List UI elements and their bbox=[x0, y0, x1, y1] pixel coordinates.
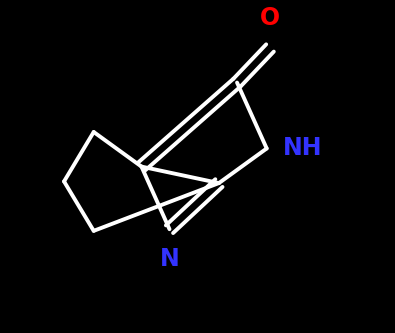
Text: N: N bbox=[160, 247, 179, 271]
Text: NH: NH bbox=[283, 137, 323, 161]
Text: O: O bbox=[260, 6, 280, 30]
